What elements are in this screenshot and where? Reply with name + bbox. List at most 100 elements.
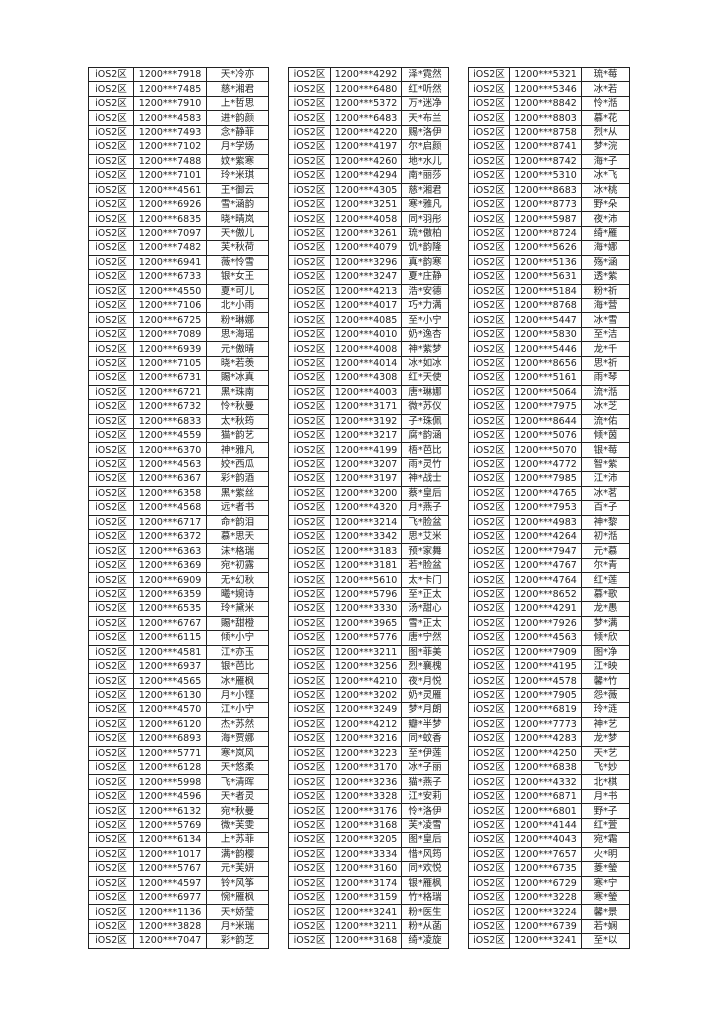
table-row: iOS2区 1200***4983 神*黎 xyxy=(468,514,630,531)
table-row: iOS2区 1200***4264 初*湉 xyxy=(468,528,630,545)
table-row: iOS2区 1200***8644 流*佑 xyxy=(468,413,630,429)
table-row: iOS2区 1200***6833 太*秋筠 xyxy=(88,413,269,429)
account-id-cell: 1200***3247 xyxy=(330,269,402,285)
account-id-cell: 1200***3296 xyxy=(330,254,402,271)
account-id-cell: 1200***4220 xyxy=(330,124,402,141)
server-cell: iOS2区 xyxy=(288,673,331,689)
player-name-cell: 竹*格瑞 xyxy=(401,889,449,906)
server-cell: iOS2区 xyxy=(88,110,134,126)
table-row: iOS2区 1200***1136 天*娇莹 xyxy=(88,904,269,920)
player-name-cell: 宛*秋曼 xyxy=(206,803,269,819)
server-cell: iOS2区 xyxy=(88,687,134,704)
player-name-cell: 元*慕 xyxy=(581,543,630,559)
player-name-cell: 子*珠佩 xyxy=(401,413,449,429)
table-row: iOS2区 1200***6977 惋*雁枫 xyxy=(88,889,269,906)
table-row: iOS2区 1200***7493 念*静菲 xyxy=(88,124,269,141)
account-id-cell: 1200***5447 xyxy=(509,312,582,328)
table-row: iOS2区 1200***7047 彩*韵芝 xyxy=(88,933,269,949)
server-cell: iOS2区 xyxy=(288,168,331,184)
table-row: iOS2区 1200***3183 预*家舞 xyxy=(288,543,449,559)
account-id-cell: 1200***6134 xyxy=(133,832,207,848)
server-cell: iOS2区 xyxy=(468,745,510,762)
table-row: iOS2区 1200***5610 太*卡门 xyxy=(288,572,449,588)
account-id-cell: 1200***6535 xyxy=(133,601,207,617)
account-id-cell: 1200***5346 xyxy=(509,81,582,97)
player-name-cell: 雨*灵竹 xyxy=(401,456,449,473)
player-name-cell: 太*秋筠 xyxy=(206,413,269,429)
account-id-cell: 1200***3160 xyxy=(330,861,402,877)
server-cell: iOS2区 xyxy=(468,557,510,574)
account-id-cell: 1200***6725 xyxy=(133,312,207,328)
server-cell: iOS2区 xyxy=(88,283,134,300)
server-cell: iOS2区 xyxy=(288,456,331,473)
player-name-cell: 江*沛 xyxy=(581,471,630,487)
account-id-cell: 1200***4260 xyxy=(330,153,402,170)
account-id-cell: 1200***3261 xyxy=(330,225,402,242)
account-id-cell: 1200***7909 xyxy=(509,644,582,660)
player-name-cell: 思*艾米 xyxy=(401,528,449,545)
server-cell: iOS2区 xyxy=(88,933,134,949)
server-cell: iOS2区 xyxy=(468,427,510,444)
server-cell: iOS2区 xyxy=(468,904,510,920)
player-name-cell: 粉*琳娜 xyxy=(206,312,269,328)
server-cell: iOS2区 xyxy=(288,413,331,429)
account-id-cell: 1200***5987 xyxy=(509,211,582,227)
server-cell: iOS2区 xyxy=(288,918,331,935)
player-name-cell: 梦*满 xyxy=(581,615,630,632)
table-row: iOS2区 1200***3224 馨*景 xyxy=(468,904,630,920)
player-name-cell: 真*韵寒 xyxy=(401,254,449,271)
table-row: iOS2区 1200***8742 海*子 xyxy=(468,153,630,170)
player-name-cell: 夜*月悦 xyxy=(401,673,449,689)
account-id-cell: 1200***5631 xyxy=(509,269,582,285)
server-cell: iOS2区 xyxy=(468,269,510,285)
player-name-cell: 杰*苏然 xyxy=(206,716,269,733)
player-name-cell: 念*静菲 xyxy=(206,124,269,141)
player-name-cell: 汤*甜心 xyxy=(401,601,449,617)
server-cell: iOS2区 xyxy=(88,918,134,935)
table-row: iOS2区 1200***6838 飞*妙 xyxy=(468,759,630,776)
server-cell: iOS2区 xyxy=(288,269,331,285)
table-row: iOS2区 1200***6363 沫*格瑞 xyxy=(88,543,269,559)
player-name-cell: 寒*瑩 xyxy=(581,889,630,906)
account-id-cell: 1200***3181 xyxy=(330,557,402,574)
server-cell: iOS2区 xyxy=(468,168,510,184)
server-cell: iOS2区 xyxy=(468,139,510,155)
table-row: iOS2区 1200***7985 江*沛 xyxy=(468,471,630,487)
table-row: iOS2区 1200***4210 夜*月悦 xyxy=(288,673,449,689)
account-id-cell: 1200***8652 xyxy=(509,586,582,603)
account-id-cell: 1200***5776 xyxy=(330,630,402,646)
player-name-cell: 红*听然 xyxy=(401,81,449,97)
player-name-cell: 红*萱 xyxy=(581,817,630,834)
server-cell: iOS2区 xyxy=(288,240,331,256)
account-id-cell: 1200***4199 xyxy=(330,442,402,458)
table-row: iOS2区 1200***6941 薇*怜雪 xyxy=(88,254,269,271)
table-row: iOS2区 1200***3247 夏*庄静 xyxy=(288,269,449,285)
player-name-cell: 绮*凌旋 xyxy=(401,933,449,949)
server-cell: iOS2区 xyxy=(468,630,510,646)
player-name-cell: 冰*若 xyxy=(581,81,630,97)
table-row: iOS2区 1200***6937 银*芭比 xyxy=(88,658,269,675)
server-cell: iOS2区 xyxy=(288,658,331,675)
player-name-cell: 惋*雁枫 xyxy=(206,889,269,906)
table-row: iOS2区 1200***7485 慈*湘君 xyxy=(88,81,269,97)
account-id-cell: 1200***6731 xyxy=(133,370,207,386)
account-id-cell: 1200***4017 xyxy=(330,297,402,314)
server-cell: iOS2区 xyxy=(88,240,134,256)
player-name-cell: 同*蚊香 xyxy=(401,731,449,747)
player-name-cell: 地*水儿 xyxy=(401,153,449,170)
player-name-cell: 至*正太 xyxy=(401,586,449,603)
server-cell: iOS2区 xyxy=(468,456,510,473)
player-name-cell: 至*伊莲 xyxy=(401,745,449,762)
player-name-cell: 巧*力满 xyxy=(401,297,449,314)
player-name-cell: 银*雁枫 xyxy=(401,875,449,891)
server-cell: iOS2区 xyxy=(288,283,331,300)
player-name-cell: 微*芙雯 xyxy=(206,817,269,834)
account-id-cell: 1200***4563 xyxy=(509,630,582,646)
server-cell: iOS2区 xyxy=(88,731,134,747)
player-name-cell: 飞*清晖 xyxy=(206,774,269,790)
player-name-cell: 慈*湘君 xyxy=(401,182,449,198)
table-row: iOS2区 1200***5776 唐*宁然 xyxy=(288,630,449,646)
server-cell: iOS2区 xyxy=(288,124,331,141)
server-cell: iOS2区 xyxy=(468,326,510,343)
player-name-cell: 宛*霜 xyxy=(581,832,630,848)
